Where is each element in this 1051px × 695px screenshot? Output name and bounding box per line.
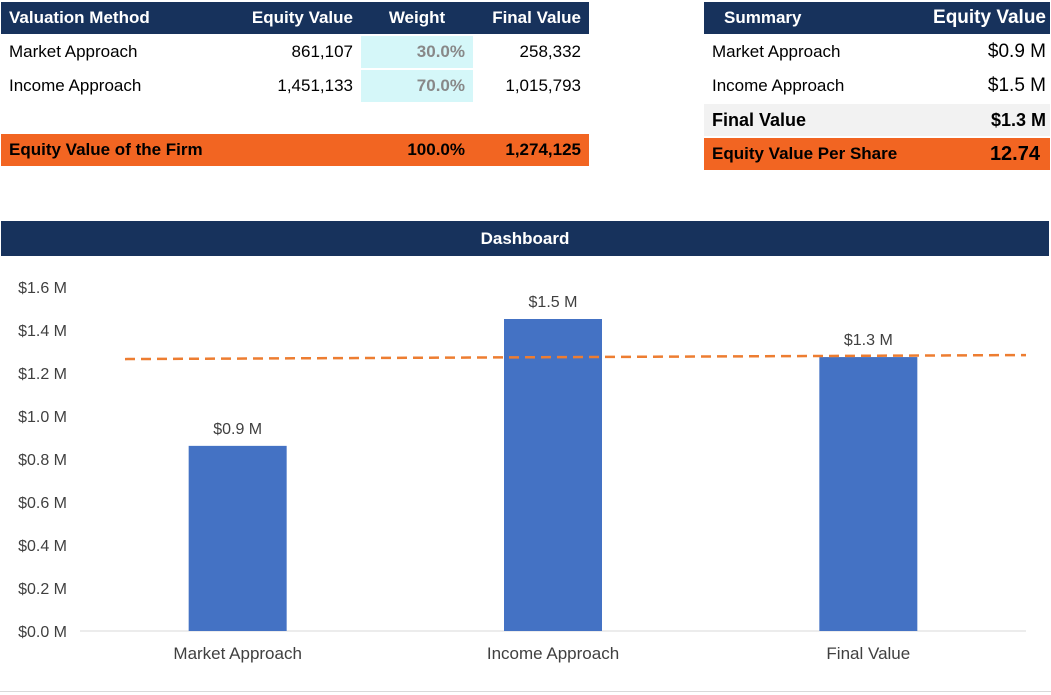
- x-tick-label: Final Value: [826, 644, 910, 663]
- y-tick-label: $1.4 M: [18, 323, 67, 340]
- header-equity-value: Equity Value: [237, 2, 361, 35]
- total-final-value: 1,274,125: [473, 134, 589, 166]
- summary-label: Income Approach: [704, 68, 920, 103]
- final-value-cell: 1,015,793: [473, 68, 589, 102]
- y-tick-label: $1.2 M: [18, 366, 67, 383]
- summary-final-label: Final Value: [704, 102, 920, 137]
- y-tick-label: $0.8 M: [18, 452, 67, 469]
- bar: [188, 445, 287, 631]
- valuation-table-header: Valuation Method Equity Value Weight Fin…: [1, 2, 589, 35]
- method-label: Income Approach: [1, 68, 237, 102]
- dashboard-title: Dashboard: [480, 228, 570, 248]
- dashboard-header: Dashboard: [1, 221, 1049, 256]
- summary-table-header: Summary Equity Value: [704, 2, 1050, 35]
- valuation-table: Valuation Method Equity Value Weight Fin…: [1, 2, 589, 166]
- table-row: Income Approach $1.5 M: [704, 68, 1050, 103]
- total-blank: [237, 134, 361, 166]
- table-row: Market Approach $0.9 M: [704, 34, 1050, 69]
- method-label: Market Approach: [1, 34, 237, 69]
- total-weight: 100.0%: [361, 134, 473, 166]
- weight-input[interactable]: 70.0%: [361, 68, 473, 102]
- header-valuation-method: Valuation Method: [1, 2, 237, 35]
- x-axis-labels: Market Approach Income Approach Final Valu…: [173, 644, 910, 663]
- bars: $0.9 M $1.5 M $1.3 M: [188, 294, 918, 631]
- per-share-row: Equity Value Per Share 12.74: [704, 136, 1050, 170]
- equity-value-chart: $0.0 M $0.2 M $0.4 M $0.6 M $0.8 M $1.0 M $1.2…: [18, 280, 1027, 663]
- summary-final-row: Final Value $1.3 M: [704, 102, 1050, 137]
- bottom-divider: [0, 691, 1051, 692]
- header-summary: Summary: [704, 2, 920, 35]
- total-row: Equity Value of the Firm 100.0% 1,274,12…: [1, 134, 589, 166]
- summary-label: Market Approach: [704, 34, 920, 69]
- y-tick-label: $0.6 M: [18, 495, 67, 512]
- per-share-value: 12.74: [920, 136, 1050, 170]
- reference-line: [124, 353, 1027, 361]
- table-row: Income Approach 1,451,133 70.0% 1,015,79…: [1, 68, 589, 102]
- table-row: Market Approach 861,107 30.0% 258,332: [1, 34, 589, 69]
- header-final-value: Final Value: [473, 2, 589, 35]
- y-tick-label: $0.0 M: [18, 624, 67, 641]
- summary-final-value: $1.3 M: [920, 102, 1050, 137]
- weight-input[interactable]: 30.0%: [361, 34, 473, 69]
- per-share-label: Equity Value Per Share: [704, 136, 920, 170]
- data-label: $0.9 M: [213, 421, 262, 438]
- header-weight: Weight: [361, 2, 473, 35]
- data-label: $1.3 M: [844, 332, 893, 349]
- y-tick-label: $0.4 M: [18, 538, 67, 555]
- summary-value: $0.9 M: [920, 34, 1050, 69]
- y-tick-label: $1.6 M: [18, 280, 67, 297]
- bar: [819, 357, 918, 631]
- y-tick-label: $0.2 M: [18, 581, 67, 598]
- total-label: Equity Value of the Firm: [1, 134, 237, 166]
- y-tick-label: $1.0 M: [18, 409, 67, 426]
- x-tick-label: Market Approach: [173, 644, 302, 663]
- equity-value-cell: 1,451,133: [237, 68, 361, 102]
- final-value-cell: 258,332: [473, 34, 589, 69]
- equity-value-cell: 861,107: [237, 34, 361, 69]
- spacer-row: [1, 102, 589, 134]
- summary-table: Summary Equity Value Market Approach $0.…: [704, 2, 1050, 170]
- summary-value: $1.5 M: [920, 68, 1050, 103]
- data-label: $1.5 M: [529, 294, 578, 311]
- x-tick-label: Income Approach: [487, 644, 619, 663]
- header-summary-equity-value: Equity Value: [920, 2, 1050, 35]
- y-axis: $0.0 M $0.2 M $0.4 M $0.6 M $0.8 M $1.0 M $1.2…: [18, 280, 67, 641]
- bar: [504, 319, 602, 631]
